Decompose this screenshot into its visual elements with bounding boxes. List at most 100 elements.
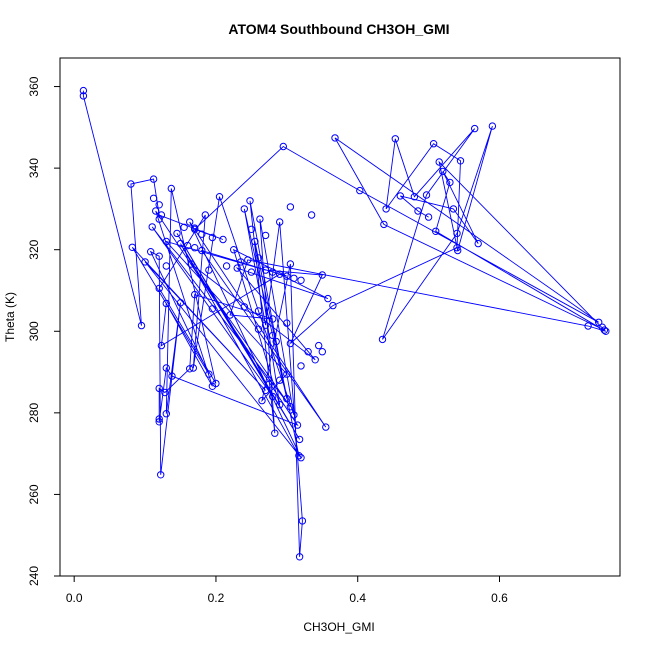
data-point <box>297 276 305 284</box>
y-tick-label: 340 <box>27 158 41 178</box>
data-point <box>276 401 284 409</box>
data-point <box>424 213 433 221</box>
data-point <box>79 86 88 95</box>
data-point <box>191 244 199 252</box>
data-point <box>391 135 399 143</box>
data-point <box>279 142 287 151</box>
data-point <box>186 365 194 373</box>
data-point <box>254 307 263 315</box>
data-point <box>329 301 337 310</box>
data-point <box>456 157 465 165</box>
data-point <box>382 205 390 213</box>
data-point <box>176 239 185 248</box>
y-tick-label: 280 <box>27 403 41 423</box>
data-point <box>247 268 256 276</box>
data-point <box>261 231 270 240</box>
data-point <box>149 194 158 203</box>
data-point <box>488 122 497 130</box>
data-point <box>187 260 195 268</box>
y-axis-label: Theta (K) <box>3 292 17 342</box>
data-point <box>141 258 149 266</box>
data-point <box>297 454 305 462</box>
data-point <box>251 237 259 246</box>
data-point <box>149 175 158 183</box>
data-point <box>222 262 231 270</box>
data-point <box>162 262 171 270</box>
data-point <box>600 326 609 334</box>
y-tick-label: 320 <box>27 239 41 259</box>
data-point <box>271 429 279 437</box>
data-point <box>261 266 270 274</box>
chart-title: ATOM4 Southbound CH3OH_GMI <box>228 21 449 37</box>
data-point <box>286 403 295 411</box>
y-tick-label: 360 <box>27 76 41 96</box>
data-point <box>128 243 137 252</box>
series-lines <box>82 90 607 557</box>
data-point <box>162 364 171 372</box>
data-point <box>205 370 213 378</box>
data-point <box>233 264 241 272</box>
data-point <box>283 370 291 378</box>
series-line <box>82 90 607 557</box>
data-point <box>208 233 217 242</box>
x-tick-label: 0.6 <box>491 591 508 605</box>
data-point <box>127 180 135 188</box>
data-point <box>258 396 266 405</box>
data-point <box>180 223 188 232</box>
data-point <box>189 364 198 372</box>
data-point <box>157 471 165 479</box>
data-point <box>157 341 166 350</box>
data-point <box>162 299 171 308</box>
data-point <box>324 294 332 303</box>
data-point <box>311 356 319 364</box>
data-point <box>293 421 302 429</box>
data-point <box>304 348 312 356</box>
data-point <box>276 376 284 384</box>
data-point <box>414 207 422 215</box>
data-point <box>272 337 280 346</box>
data-point <box>198 246 206 255</box>
data-point <box>168 372 176 380</box>
data-point <box>155 415 163 423</box>
data-point <box>283 272 291 280</box>
data-point <box>155 252 163 260</box>
data-point <box>286 260 295 268</box>
data-point <box>155 384 163 393</box>
data-point <box>584 322 592 330</box>
data-point <box>396 192 404 200</box>
data-point <box>307 211 316 219</box>
data-point <box>161 388 169 397</box>
data-point <box>318 348 326 356</box>
x-tick-label: 0.0 <box>66 591 83 605</box>
data-point <box>269 315 277 323</box>
data-point <box>157 211 166 219</box>
data-point <box>173 229 181 238</box>
x-tick-label: 0.2 <box>208 591 225 605</box>
data-point <box>167 184 176 193</box>
data-point <box>137 321 146 330</box>
data-point <box>471 124 479 133</box>
data-point <box>176 299 185 307</box>
data-point <box>183 241 192 250</box>
data-point <box>322 423 330 431</box>
data-point <box>152 207 160 215</box>
x-axis: 0.0 0.2 0.4 0.6 <box>66 575 508 605</box>
data-point <box>286 339 295 348</box>
data-point <box>295 452 303 460</box>
y-axis: 240 260 280 300 320 340 360 <box>27 76 61 586</box>
data-point <box>269 392 277 401</box>
data-point <box>380 220 388 229</box>
data-point <box>155 284 163 293</box>
data-point <box>265 380 273 388</box>
data-point <box>219 235 227 244</box>
data-point <box>331 134 339 142</box>
data-point <box>246 197 254 205</box>
data-point <box>247 225 256 234</box>
data-point <box>453 229 461 238</box>
data-point <box>148 223 156 231</box>
data-point <box>237 258 245 266</box>
data-point <box>155 201 163 209</box>
data-point <box>276 270 284 278</box>
plot-area <box>59 57 621 577</box>
